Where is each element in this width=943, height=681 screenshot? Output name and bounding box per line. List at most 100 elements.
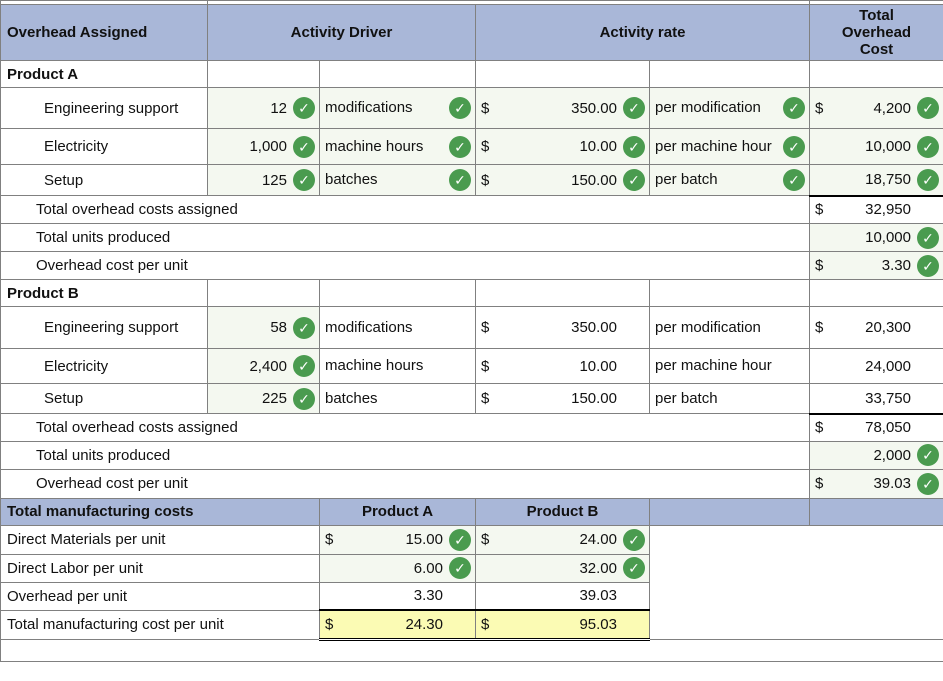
check-icon: ✓: [917, 226, 939, 249]
check-icon: ✓: [293, 316, 315, 339]
check-icon: ✓: [293, 135, 315, 158]
void-area: [649, 610, 943, 639]
check-icon: ✓: [293, 97, 315, 119]
value-overhead-b: 39.03: [475, 581, 650, 611]
input-direct-labor-a[interactable]: 6.00 ✓: [319, 553, 476, 583]
value-b-engineering-total: $20,300: [809, 306, 943, 349]
result-total-cost-a: $24.30: [319, 609, 476, 641]
table-row-a-total-assigned: Total overhead costs assigned $32,950: [0, 194, 943, 224]
row-label-total-manufacturing-cost: Total manufacturing cost per unit: [0, 609, 320, 640]
result-total-cost-b: $95.03: [475, 609, 650, 641]
input-a-electricity-total[interactable]: 10,000 ✓: [809, 128, 943, 165]
row-label-direct-labor: Direct Labor per unit: [0, 553, 320, 583]
input-direct-materials-b[interactable]: $24.00 ✓: [475, 524, 650, 555]
input-a-overhead-per-unit[interactable]: $3.30 ✓: [809, 251, 943, 280]
row-label-electricity: Electricity: [0, 348, 208, 384]
value-b-setup-rate: $150.00: [475, 383, 650, 414]
input-a-setup-rate[interactable]: $150.00 ✓: [475, 164, 650, 196]
header-total-manufacturing-costs: Total manufacturing costs: [0, 497, 320, 526]
check-icon: ✓: [917, 444, 939, 466]
row-label-overhead-cost-per-unit: Overhead cost per unit: [0, 251, 810, 280]
header-product-a: Product A: [319, 497, 476, 526]
check-icon: ✓: [917, 254, 939, 277]
check-icon: ✓: [623, 528, 645, 551]
input-a-engineering-rate[interactable]: $350.00 ✓: [475, 87, 650, 129]
table-row-total-manufacturing-cost: Total manufacturing cost per unit $24.30…: [0, 609, 943, 641]
table-row-b-total-assigned: Total overhead costs assigned $78,050: [0, 412, 943, 442]
value-b-setup-unit: batches: [319, 383, 476, 414]
input-a-setup-qty[interactable]: 125 ✓: [207, 164, 320, 196]
value-b-setup-per: per batch: [649, 383, 810, 414]
header-empty-1: [649, 497, 810, 526]
input-a-electricity-unit[interactable]: machine hours ✓: [319, 128, 476, 165]
value-overhead-a: 3.30: [319, 581, 476, 611]
value-b-engineering-rate: $350.00: [475, 306, 650, 349]
check-icon: ✓: [293, 387, 315, 410]
row-label-electricity: Electricity: [0, 128, 208, 165]
check-icon: ✓: [783, 97, 805, 119]
table-row-b-overhead-per-unit: Overhead cost per unit $39.03 ✓: [0, 468, 943, 499]
check-icon: ✓: [783, 169, 805, 191]
check-icon: ✓: [783, 135, 805, 158]
input-a-setup-per[interactable]: per batch ✓: [649, 164, 810, 196]
check-icon: ✓: [449, 557, 471, 579]
input-a-units-produced[interactable]: 10,000 ✓: [809, 223, 943, 252]
table-row-b-setup: Setup 225 ✓ batches $150.00 per batch 33,…: [0, 383, 943, 414]
input-b-electricity-qty[interactable]: 2,400 ✓: [207, 348, 320, 384]
input-a-setup-unit[interactable]: batches ✓: [319, 164, 476, 196]
check-icon: ✓: [917, 168, 939, 191]
header-activity-rate: Activity rate: [475, 4, 810, 61]
input-direct-labor-b[interactable]: 32.00 ✓: [475, 553, 650, 583]
input-a-engineering-total[interactable]: $4,200 ✓: [809, 87, 943, 129]
value-a-total-assigned: $32,950: [809, 194, 943, 224]
check-icon: ✓: [623, 135, 645, 158]
row-label-total-overhead-assigned: Total overhead costs assigned: [0, 195, 810, 224]
table-row-a-engineering: Engineering support 12 ✓ modifications ✓ $…: [0, 87, 943, 129]
table-row-b-electricity: Electricity 2,400 ✓ machine hours $10.00 …: [0, 348, 943, 384]
value-b-electricity-total: 24,000: [809, 348, 943, 384]
header-overhead-assigned: Overhead Assigned: [0, 4, 208, 61]
product-b-title: Product B: [0, 279, 208, 307]
input-a-engineering-per[interactable]: per modification ✓: [649, 87, 810, 129]
row-label-overhead-per-unit: Overhead per unit: [0, 581, 320, 611]
check-icon: ✓: [623, 97, 645, 119]
void-area: [649, 525, 943, 554]
row-label-total-units-produced: Total units produced: [0, 440, 810, 470]
value-b-electricity-rate: $10.00: [475, 348, 650, 384]
row-label-setup: Setup: [0, 164, 208, 196]
check-icon: ✓: [449, 135, 471, 158]
input-b-setup-qty[interactable]: 225 ✓: [207, 383, 320, 414]
value-b-total-assigned: $78,050: [809, 412, 943, 442]
input-a-electricity-per[interactable]: per machine hour ✓: [649, 128, 810, 165]
check-icon: ✓: [917, 135, 939, 158]
input-a-setup-total[interactable]: 18,750 ✓: [809, 164, 943, 196]
product-a-section-row: Product A: [0, 60, 943, 88]
table-row-direct-labor: Direct Labor per unit 6.00 ✓ 32.00 ✓: [0, 553, 943, 583]
input-b-engineering-qty[interactable]: 58 ✓: [207, 306, 320, 349]
input-a-electricity-rate[interactable]: $10.00 ✓: [475, 128, 650, 165]
manufacturing-header-row: Total manufacturing costs Product A Prod…: [0, 497, 943, 526]
product-b-section-row: Product B: [0, 279, 943, 307]
input-a-engineering-unit[interactable]: modifications ✓: [319, 87, 476, 129]
value-b-setup-total: 33,750: [809, 383, 943, 414]
input-b-overhead-per-unit[interactable]: $39.03 ✓: [809, 468, 943, 499]
void-area: [649, 582, 943, 610]
table-row-a-units-produced: Total units produced 10,000 ✓: [0, 223, 943, 252]
check-icon: ✓: [449, 528, 471, 551]
input-a-electricity-qty[interactable]: 1,000 ✓: [207, 128, 320, 165]
void-area: [649, 554, 943, 582]
overhead-worksheet: Overhead Assigned Activity Driver Activi…: [0, 0, 943, 662]
header-total-overhead-cost: Total Overhead Cost: [809, 4, 943, 61]
check-icon: ✓: [449, 169, 471, 191]
table-row-a-setup: Setup 125 ✓ batches ✓ $150.00 ✓ per batch ✓ …: [0, 164, 943, 196]
table-row-direct-materials: Direct Materials per unit $15.00 ✓ $24.00…: [0, 524, 943, 555]
row-label-total-units-produced: Total units produced: [0, 223, 810, 252]
value-b-engineering-per: per modification: [649, 306, 810, 349]
input-a-engineering-qty[interactable]: 12 ✓: [207, 87, 320, 129]
row-label-direct-materials: Direct Materials per unit: [0, 524, 320, 555]
check-icon: ✓: [623, 557, 645, 579]
input-b-units-produced[interactable]: 2,000 ✓: [809, 440, 943, 470]
table-row-a-electricity: Electricity 1,000 ✓ machine hours ✓ $10.00…: [0, 128, 943, 165]
input-direct-materials-a[interactable]: $15.00 ✓: [319, 524, 476, 555]
header-activity-driver: Activity Driver: [207, 4, 476, 61]
